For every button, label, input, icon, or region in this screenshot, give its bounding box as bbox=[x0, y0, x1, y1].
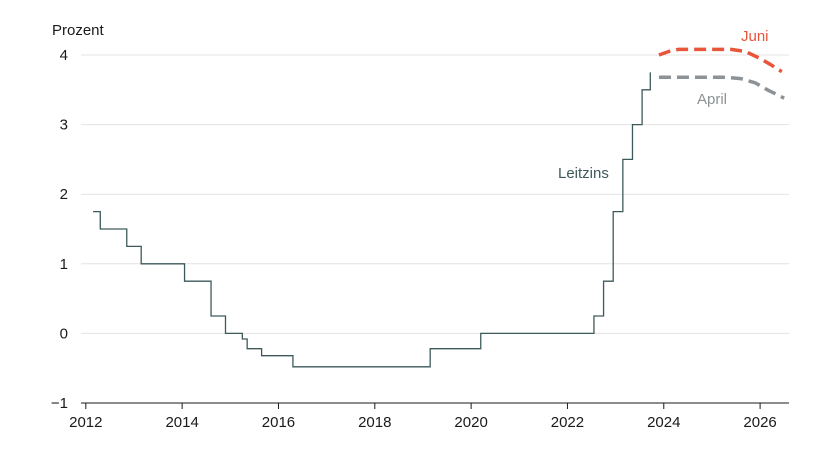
label-layer: Prozent Leitzins Juni April bbox=[52, 22, 769, 182]
series-label-april: April bbox=[697, 91, 727, 108]
y-tick-label: −1 bbox=[51, 395, 68, 412]
y-tick-label: 3 bbox=[60, 117, 68, 134]
x-tick-label: 2022 bbox=[551, 414, 584, 431]
series-line-april bbox=[658, 75, 785, 100]
y-tick-label: 4 bbox=[60, 47, 68, 64]
series-line-leitzins bbox=[93, 72, 651, 368]
x-tick-label: 2020 bbox=[454, 414, 487, 431]
x-tick-label: 2024 bbox=[647, 414, 680, 431]
x-tick-label: 2016 bbox=[262, 414, 295, 431]
x-tick-label: 2018 bbox=[358, 414, 391, 431]
y-tick-label: 2 bbox=[60, 186, 68, 203]
y-axis-unit-label: Prozent bbox=[52, 22, 105, 39]
series-label-juni: Juni bbox=[741, 28, 769, 45]
x-tick-label: 2026 bbox=[743, 414, 776, 431]
grid-layer: −1 0 1 2 3 4 2012 2014 2016 2018 2020 2022 2024 2026 bbox=[51, 47, 789, 431]
x-tick-label: 2012 bbox=[69, 414, 102, 431]
y-tick-label: 1 bbox=[60, 256, 68, 273]
series-line-juni bbox=[658, 47, 783, 74]
y-tick-label: 0 bbox=[60, 325, 68, 342]
x-tick-label: 2014 bbox=[165, 414, 198, 431]
series-layer bbox=[93, 47, 785, 368]
series-label-leitzins: Leitzins bbox=[558, 165, 609, 182]
